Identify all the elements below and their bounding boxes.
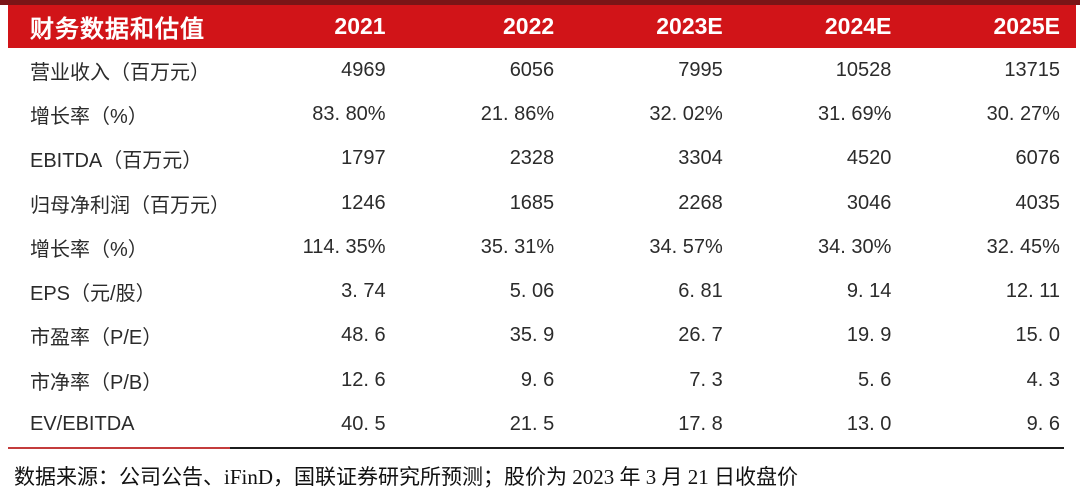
cell-value: 9. 14 (846, 280, 892, 303)
row-label: 增长率（%） (30, 105, 148, 128)
cell-value: 12. 6 (341, 368, 386, 391)
bottom-rule-black-segment (230, 447, 1064, 450)
cell-value: 26. 7 (678, 324, 723, 347)
cell-value: 3. 74 (341, 280, 386, 303)
table-row-revenue-growth: 增长率（%） 83. 80% 21. 86% 32. 02% 31. 69% 3… (8, 92, 1060, 136)
row-label: EBITDA（百万元） (30, 150, 203, 173)
cell-value: 13. 0 (846, 413, 892, 436)
cell-value: 35. 9 (509, 324, 555, 347)
cell-value: 5. 06 (509, 280, 555, 303)
cell-value: 31. 69% (817, 102, 892, 125)
header-year-cell: 2024E (824, 13, 892, 39)
cell-value: 48. 6 (341, 324, 386, 347)
cell-value: 3046 (846, 191, 892, 214)
cell-value: 4035 (1015, 191, 1060, 214)
cell-value: 15. 0 (1015, 324, 1060, 347)
cell-value: 32. 45% (986, 235, 1060, 258)
header-year-cell: 2021 (334, 13, 386, 39)
table-row-revenue: 营业收入（百万元） 4969 6056 7995 10528 13715 (8, 48, 1060, 92)
row-label: 增长率（%） (30, 238, 148, 261)
cell-value: 6056 (509, 58, 555, 81)
cell-value: 34. 30% (817, 235, 892, 258)
table-row-pb: 市净率（P/B） 12. 6 9. 6 7. 3 5. 6 4. 3 (8, 358, 1060, 402)
table-row-eps: EPS（元/股） 3. 74 5. 06 6. 81 9. 14 12. 11 (8, 269, 1060, 313)
row-label: EV/EBITDA (30, 413, 135, 436)
top-rule (0, 0, 1080, 5)
cell-value: 9. 6 (1026, 413, 1060, 436)
table-row-net-profit-growth: 增长率（%） 114. 35% 35. 31% 34. 57% 34. 30% … (8, 225, 1060, 269)
bottom-rule (8, 447, 1064, 450)
cell-value: 12. 11 (1005, 280, 1060, 303)
cell-value: 5. 6 (858, 368, 892, 391)
row-label: EPS（元/股） (30, 283, 156, 306)
cell-value: 4. 3 (1026, 368, 1060, 391)
cell-value: 10528 (835, 58, 892, 81)
cell-value: 1246 (341, 191, 386, 214)
table-row-net-profit: 归母净利润（百万元） 1246 1685 2268 3046 4035 (8, 181, 1060, 225)
cell-value: 7. 3 (689, 368, 723, 391)
financial-table: 财务数据和估值 2021 2022 2023E 2024E 2025E 营业收入… (8, 5, 1076, 450)
cell-value: 4520 (846, 147, 892, 170)
cell-value: 21. 86% (480, 102, 555, 125)
cell-value: 9. 6 (520, 368, 555, 391)
cell-value: 1797 (341, 147, 386, 170)
table-row-ebitda: EBITDA（百万元） 1797 2328 3304 4520 6076 (8, 137, 1060, 181)
cell-value: 40. 5 (341, 413, 386, 436)
cell-value: 30. 27% (986, 102, 1060, 125)
row-label: 市盈率（P/E） (30, 327, 163, 350)
table-row-ev-ebitda: EV/EBITDA 40. 5 21. 5 17. 8 13. 0 9. 6 (8, 402, 1060, 446)
table-header-row: 财务数据和估值 2021 2022 2023E 2024E 2025E (8, 5, 1076, 48)
cell-value: 6076 (1015, 147, 1060, 170)
row-label: 市净率（P/B） (30, 371, 163, 394)
cell-value: 1685 (509, 191, 555, 214)
cell-value: 34. 57% (649, 235, 723, 258)
row-label: 归母净利润（百万元） (30, 194, 230, 217)
cell-value: 13715 (1004, 58, 1060, 81)
header-year-cell: 2022 (503, 13, 555, 39)
cell-value: 2328 (509, 147, 555, 170)
cell-value: 32. 02% (649, 102, 723, 125)
row-label: 营业收入（百万元） (30, 61, 210, 84)
cell-value: 35. 31% (480, 235, 555, 258)
cell-value: 21. 5 (509, 413, 555, 436)
cell-value: 4969 (341, 58, 386, 81)
cell-value: 83. 80% (312, 102, 386, 125)
cell-value: 114. 35% (302, 235, 386, 258)
bottom-rule-red-segment (8, 447, 230, 450)
cell-value: 19. 9 (846, 324, 892, 347)
header-year-cell: 2025E (993, 13, 1060, 39)
header-year-cell: 2023E (656, 13, 723, 39)
cell-value: 17. 8 (678, 413, 723, 436)
table-row-pe: 市盈率（P/E） 48. 6 35. 9 26. 7 19. 9 15. 0 (8, 314, 1060, 358)
cell-value: 2268 (678, 191, 723, 214)
source-note: 数据来源：公司公告、iFinD，国联证券研究所预测；股价为 2023 年 3 月… (14, 465, 799, 489)
cell-value: 6. 81 (678, 280, 723, 303)
cell-value: 7995 (678, 58, 723, 81)
cell-value: 3304 (678, 147, 723, 170)
table-title: 财务数据和估值 (30, 16, 205, 43)
